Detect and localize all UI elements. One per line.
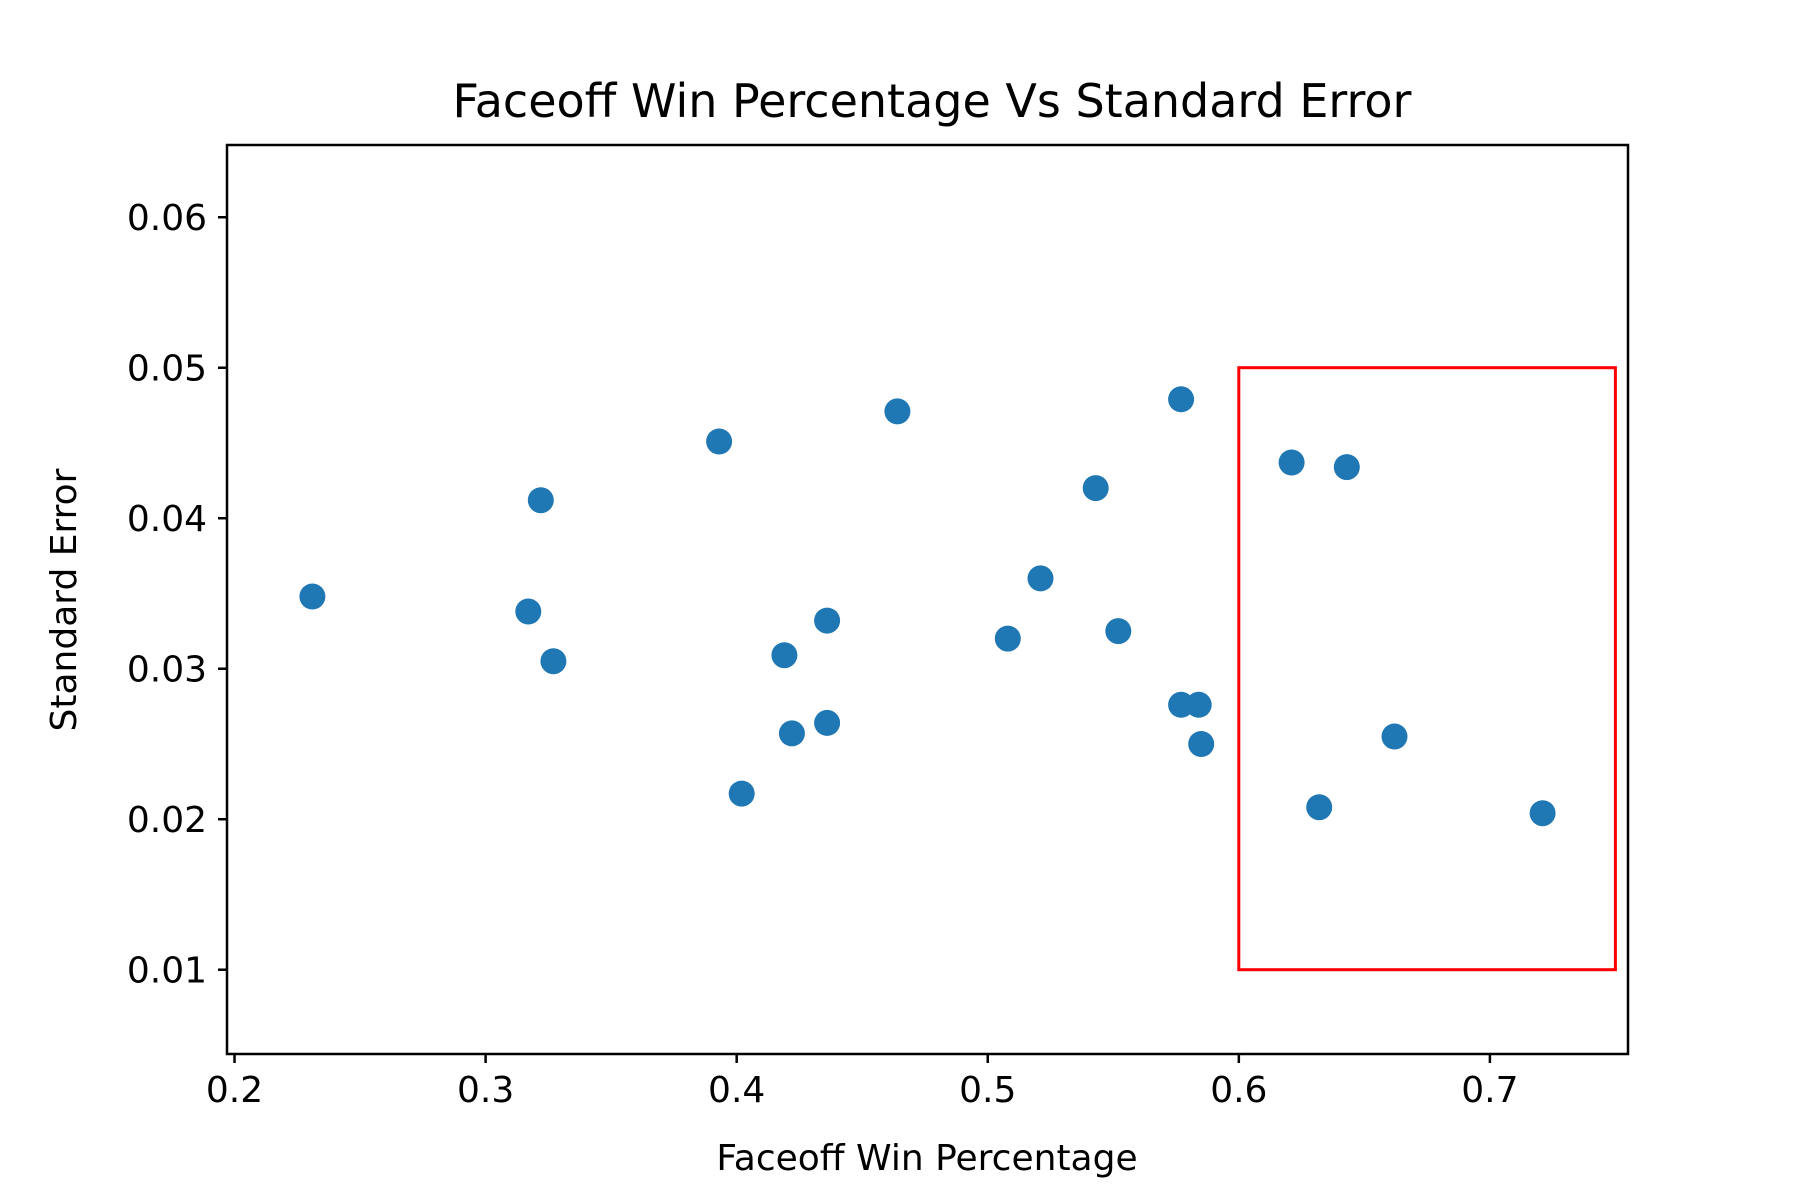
x-axis-ticks: 0.2 0.3 0.4 0.5 0.6 0.7: [206, 1054, 1519, 1111]
data-point: [1381, 723, 1408, 750]
data-point: [1168, 386, 1195, 413]
x-tick-label: 0.3: [457, 1070, 514, 1111]
x-axis-label: Faceoff Win Percentage: [716, 1138, 1137, 1179]
y-tick-label: 0.01: [127, 951, 207, 992]
y-axis-ticks: 0.01 0.02 0.03 0.04 0.05 0.06: [127, 198, 227, 992]
x-tick-label: 0.2: [206, 1070, 263, 1111]
data-point: [1105, 618, 1132, 645]
data-point: [1278, 449, 1305, 476]
data-point: [1333, 454, 1360, 481]
data-point: [515, 598, 542, 625]
highlight-layer: [1237, 366, 1617, 972]
x-tick-label: 0.5: [959, 1070, 1016, 1111]
highlight-box: [1237, 366, 1617, 972]
plot-frame: [225, 143, 1630, 1056]
data-point: [299, 583, 326, 610]
data-point: [1082, 475, 1109, 502]
data-point: [771, 642, 798, 669]
data-point: [728, 780, 755, 807]
data-point: [540, 648, 567, 675]
data-point: [884, 398, 911, 425]
x-tick-label: 0.7: [1461, 1070, 1518, 1111]
y-tick-label: 0.04: [127, 499, 207, 540]
points-layer: [299, 386, 1556, 827]
data-point: [814, 607, 841, 634]
data-point: [778, 720, 805, 747]
x-tick-label: 0.4: [708, 1070, 765, 1111]
data-point: [994, 625, 1021, 652]
y-tick-label: 0.02: [127, 800, 207, 841]
data-point: [814, 709, 841, 736]
x-tick-label: 0.6: [1210, 1070, 1267, 1111]
y-tick-label: 0.05: [127, 349, 207, 390]
data-point: [1306, 794, 1333, 821]
data-point: [1027, 565, 1054, 592]
y-tick-label: 0.03: [127, 650, 207, 691]
data-point: [1185, 691, 1212, 718]
data-point: [1529, 800, 1556, 827]
chart-title: Faceoff Win Percentage Vs Standard Error: [453, 74, 1412, 128]
y-axis-label: Standard Error: [44, 468, 85, 731]
data-point: [527, 487, 554, 514]
y-tick-label: 0.06: [127, 198, 207, 239]
data-point: [1188, 731, 1215, 757]
data-point: [706, 428, 733, 455]
